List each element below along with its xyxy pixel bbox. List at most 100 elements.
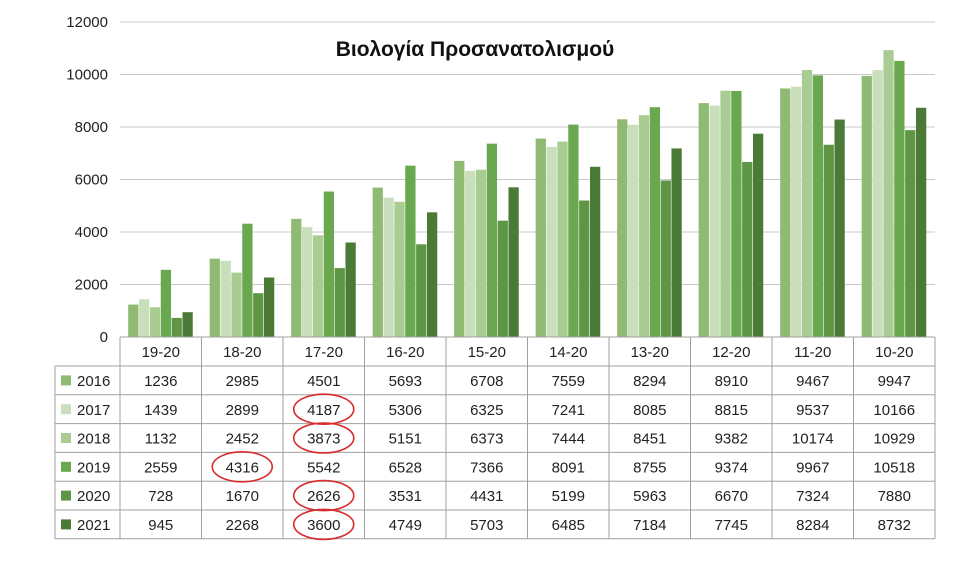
x-tick-label: 15-20 [468, 344, 506, 361]
data-label: 9374 [715, 459, 748, 476]
bar [475, 169, 487, 337]
x-tick-label: 14-20 [549, 344, 587, 361]
bar [416, 244, 427, 337]
data-label: 5703 [470, 517, 503, 534]
x-tick-label: 18-20 [223, 344, 261, 361]
data-label: 10166 [873, 402, 915, 419]
data-label: 9382 [715, 431, 748, 448]
data-label: 5151 [389, 431, 422, 448]
bar [546, 146, 557, 337]
bar [709, 105, 720, 337]
data-label: 2452 [226, 431, 259, 448]
bar [372, 187, 383, 337]
legend-key [61, 404, 71, 415]
y-tick-label: 0 [100, 329, 108, 346]
data-label: 5306 [389, 402, 422, 419]
data-label: 7241 [552, 402, 585, 419]
series-name: 2016 [77, 373, 110, 390]
data-label: 10518 [873, 459, 915, 476]
bar [589, 166, 601, 337]
data-label: 8732 [878, 517, 911, 534]
bar [405, 165, 416, 337]
y-tick-label: 10000 [66, 67, 108, 84]
bar [568, 124, 579, 337]
data-label: 6373 [470, 431, 503, 448]
data-label: 4431 [470, 488, 503, 505]
bar [508, 187, 519, 337]
series-name: 2020 [77, 488, 110, 505]
bar [915, 107, 927, 337]
data-label: 4187 [307, 402, 340, 419]
bar [220, 260, 231, 337]
data-label: 945 [148, 517, 173, 534]
data-label: 1439 [144, 402, 177, 419]
bar [323, 191, 335, 337]
bar [426, 212, 438, 337]
data-label: 4501 [307, 373, 340, 390]
bar [617, 119, 628, 337]
bar [698, 103, 709, 337]
bar [671, 148, 682, 337]
data-label: 2559 [144, 459, 177, 476]
bar [812, 75, 824, 338]
x-tick-label: 12-20 [712, 344, 750, 361]
data-label: 1132 [145, 431, 177, 448]
bar [149, 307, 161, 337]
legend-key [61, 490, 71, 501]
bar [731, 90, 742, 338]
data-label: 1236 [144, 373, 177, 390]
annotation-circle [292, 422, 355, 454]
chart-title: Βιολογία Προσανατολισμού [336, 38, 615, 61]
bar [883, 50, 894, 338]
data-label: 728 [148, 488, 173, 505]
data-label: 6485 [552, 517, 585, 534]
data-label: 9467 [796, 373, 829, 390]
data-label: 5199 [552, 488, 585, 505]
x-tick-label: 11-20 [794, 344, 831, 361]
bar [171, 317, 182, 337]
data-label: 4316 [226, 459, 259, 476]
bar [312, 235, 324, 337]
data-label: 3873 [307, 431, 340, 448]
data-label: 6528 [389, 459, 422, 476]
y-tick-label: 2000 [75, 277, 108, 294]
x-tick-label: 13-20 [631, 344, 669, 361]
data-label: 5542 [307, 459, 340, 476]
bar [383, 197, 394, 337]
data-label: 7444 [552, 431, 585, 448]
data-label: 6708 [470, 373, 503, 390]
data-label: 8755 [633, 459, 666, 476]
data-label: 5963 [633, 488, 666, 505]
annotation-circle [211, 450, 274, 483]
x-tick-label: 10-20 [875, 344, 913, 361]
data-label: 2268 [226, 517, 259, 534]
data-label: 9537 [796, 402, 829, 419]
data-label: 8910 [715, 373, 748, 390]
bar [160, 269, 172, 337]
series-name: 2019 [77, 459, 110, 476]
bar [742, 161, 753, 337]
bar [242, 223, 253, 337]
data-label: 2985 [226, 373, 259, 390]
data-label: 8815 [715, 402, 748, 419]
data-label: 7366 [470, 459, 503, 476]
bar [334, 268, 345, 337]
x-tick-label: 16-20 [386, 344, 424, 361]
x-tick-label: 19-20 [142, 344, 180, 361]
data-label: 7880 [878, 488, 911, 505]
bar [720, 90, 731, 337]
bar [182, 312, 193, 337]
y-tick-label: 6000 [75, 172, 108, 189]
data-label: 2626 [307, 488, 340, 505]
bar [905, 130, 916, 337]
legend-key [61, 461, 71, 472]
bar [535, 138, 546, 337]
data-label: 9967 [796, 459, 829, 476]
data-label: 3531 [389, 488, 422, 505]
bar [861, 75, 872, 338]
data-label: 7745 [715, 517, 748, 534]
bar [649, 107, 661, 338]
data-label: 7559 [552, 373, 585, 390]
bar [291, 218, 302, 337]
data-label: 6670 [715, 488, 748, 505]
